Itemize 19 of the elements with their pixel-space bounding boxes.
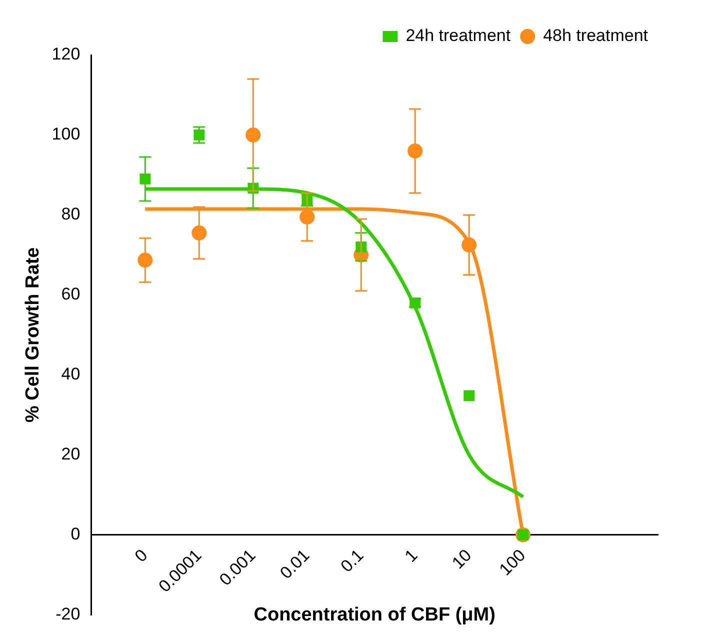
x-tick-label: 0.1 bbox=[337, 546, 368, 576]
y-tick-label: 100 bbox=[52, 124, 80, 144]
y-tick-label: 20 bbox=[61, 444, 80, 464]
x-tick-label: 0 bbox=[131, 546, 152, 566]
y-tick-label: 40 bbox=[61, 364, 80, 384]
x-tick-label: 1 bbox=[401, 546, 422, 566]
y-tick-label: 80 bbox=[61, 204, 80, 224]
x-tick-label: 100 bbox=[496, 546, 530, 580]
point bbox=[464, 390, 475, 402]
x-tick-label: 10 bbox=[448, 546, 476, 573]
y-tick-label: -20 bbox=[56, 604, 80, 624]
x-tick-label: 0.01 bbox=[276, 546, 314, 583]
y-tick-label: 120 bbox=[52, 44, 80, 64]
x-axis-title: Concentration of CBF (μM) bbox=[254, 604, 496, 626]
legend-label: 48h treatment bbox=[543, 26, 648, 46]
legend-label: 24h treatment bbox=[406, 26, 511, 46]
y-tick-label: 0 bbox=[70, 524, 80, 544]
y-tick-label: 60 bbox=[61, 284, 80, 304]
y-axis-title: % Cell Growth Rate bbox=[22, 247, 44, 423]
